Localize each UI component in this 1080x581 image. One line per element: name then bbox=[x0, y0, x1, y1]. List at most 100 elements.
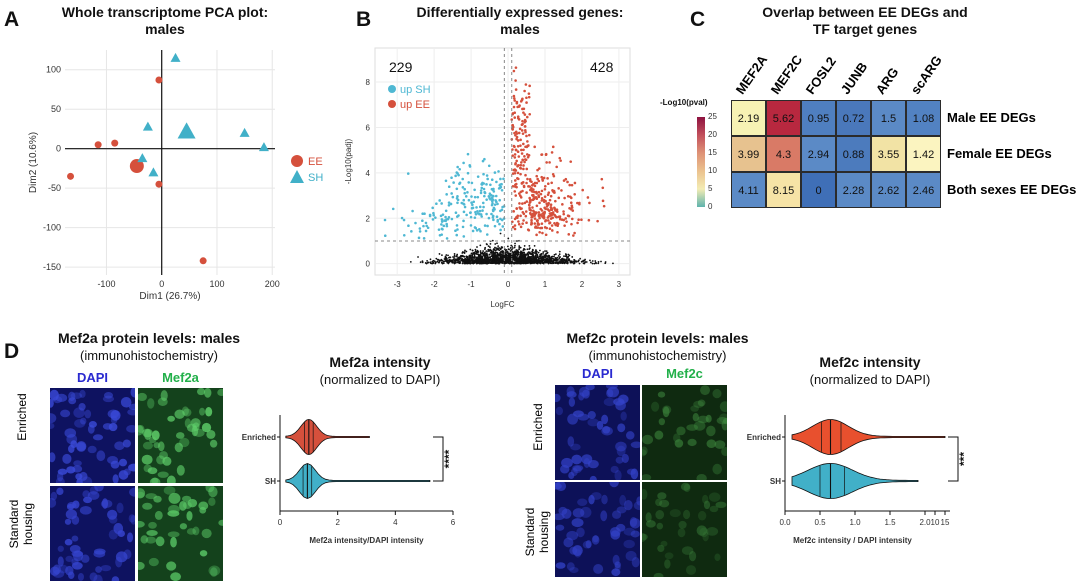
volcano-point-ns bbox=[537, 258, 540, 261]
volcano-point-ns bbox=[436, 258, 439, 261]
volcano-point-up-ee bbox=[528, 185, 531, 188]
volcano-point-up-ee bbox=[516, 139, 520, 142]
volcano-point-up-sh bbox=[472, 200, 476, 204]
volcano-point-up-ee bbox=[520, 207, 523, 210]
volcano-point-up-sh bbox=[500, 188, 504, 192]
volcano-point-ns bbox=[432, 262, 435, 264]
volcano-point-up-sh bbox=[449, 202, 453, 206]
volcano-point-up-sh bbox=[460, 201, 464, 205]
nucleus-blob bbox=[209, 439, 218, 448]
volcano-point-up-ee bbox=[513, 171, 517, 175]
nucleus-blob bbox=[166, 561, 177, 571]
volcano-point-ns bbox=[496, 253, 499, 256]
volcano-point-up-ee bbox=[529, 188, 532, 191]
nucleus-blob bbox=[555, 524, 565, 531]
dapi-enriched-image-right bbox=[555, 385, 640, 480]
volcano-point-up-sh bbox=[444, 179, 448, 183]
nucleus-blob bbox=[690, 405, 699, 412]
volcano-point-ns bbox=[540, 252, 543, 255]
volcano-point-ns bbox=[572, 262, 575, 265]
volcano-point-ns bbox=[464, 257, 467, 260]
nucleus-blob bbox=[578, 386, 590, 397]
volcano-point-up-sh bbox=[499, 183, 502, 186]
violin-x-tick-label: 10 bbox=[931, 518, 940, 527]
microscopy-texture bbox=[555, 482, 640, 577]
nucleus-blob bbox=[147, 398, 155, 409]
volcano-point-up-ee bbox=[521, 222, 524, 225]
volcano-point-up-sh bbox=[496, 220, 499, 223]
volcano-point-up-sh bbox=[498, 222, 501, 226]
pca-y-tick-label: -100 bbox=[43, 223, 61, 233]
volcano-point-ns bbox=[495, 247, 498, 250]
volcano-point-ns bbox=[516, 255, 519, 257]
nucleus-blob bbox=[712, 389, 722, 399]
volcano-point-ns bbox=[477, 259, 480, 261]
volcano-point-up-ee bbox=[557, 215, 561, 219]
volcano-point-up-ee bbox=[560, 189, 563, 192]
volcano-point-ns bbox=[453, 257, 456, 260]
volcano-point-ns bbox=[564, 259, 566, 262]
nucleus-blob bbox=[130, 388, 135, 398]
volcano-point-up-ee bbox=[570, 222, 573, 226]
volcano-point-up-sh bbox=[447, 185, 451, 188]
volcano-y-tick-label: 6 bbox=[366, 123, 371, 132]
volcano-point-ns bbox=[531, 248, 534, 251]
volcano-point-up-sh bbox=[466, 152, 470, 156]
nucleus-blob bbox=[217, 388, 223, 397]
volcano-point-up-ee bbox=[535, 219, 539, 222]
panel-b-title-line2: males bbox=[500, 21, 540, 37]
volcano-point-ns bbox=[495, 248, 498, 251]
volcano-point-ns bbox=[511, 254, 514, 257]
volcano-point-ns bbox=[461, 251, 464, 253]
volcano-point-up-sh bbox=[483, 157, 486, 161]
volcano-point-up-ee bbox=[519, 144, 522, 147]
microscopy-texture bbox=[642, 385, 727, 480]
mef2a-intensity-title: Mef2a intensity bbox=[329, 354, 431, 370]
heatmap-cell: 8.15 bbox=[766, 172, 801, 208]
volcano-point-ns bbox=[482, 259, 485, 262]
volcano-point-up-sh bbox=[425, 224, 428, 228]
volcano-point-up-ee bbox=[561, 203, 564, 206]
volcano-point-ns bbox=[421, 261, 424, 264]
volcano-point-ns bbox=[500, 253, 503, 256]
volcano-point-up-sh bbox=[456, 201, 459, 205]
nucleus-blob bbox=[601, 426, 613, 436]
mef2a-enriched-image bbox=[138, 388, 223, 483]
nucleus-blob bbox=[156, 455, 166, 465]
pca-y-tick-label: -50 bbox=[48, 183, 61, 193]
volcano-point-ns bbox=[472, 261, 475, 264]
volcano-point-up-ee bbox=[537, 211, 541, 214]
nucleus-blob bbox=[60, 409, 71, 418]
volcano-point-ns bbox=[578, 262, 581, 265]
volcano-point-up-ee bbox=[572, 234, 575, 237]
volcano-point-up-ee bbox=[527, 144, 530, 147]
volcano-point-up-ee bbox=[564, 177, 568, 181]
volcano-point-ns bbox=[520, 255, 523, 258]
volcano-point-ns bbox=[489, 246, 491, 249]
volcano-point-up-ee bbox=[513, 190, 517, 193]
volcano-x-tick-label: -1 bbox=[468, 280, 476, 289]
heatmap-colorbar-label: -Log10(pval) bbox=[660, 98, 708, 107]
volcano-point-up-ee bbox=[541, 178, 544, 181]
nucleus-blob bbox=[146, 529, 158, 537]
nucleus-blob bbox=[141, 454, 153, 465]
volcano-point-up-sh bbox=[445, 222, 448, 226]
volcano-point-up-sh bbox=[402, 218, 406, 222]
volcano-point-ns bbox=[531, 250, 534, 253]
volcano-point-ns bbox=[523, 245, 526, 247]
nucleus-blob bbox=[93, 550, 106, 558]
volcano-point-up-ee bbox=[540, 153, 543, 156]
volcano-point-ns bbox=[527, 251, 530, 254]
nucleus-blob bbox=[157, 441, 165, 452]
volcano-point-up-ee bbox=[543, 195, 547, 198]
volcano-point-up-ee bbox=[532, 188, 535, 191]
volcano-point-ns bbox=[488, 259, 491, 261]
volcano-point-ns bbox=[585, 261, 588, 263]
volcano-point-up-sh bbox=[501, 225, 505, 228]
violin-x-tick-label: 15 bbox=[941, 518, 950, 527]
volcano-point-ns bbox=[554, 257, 557, 260]
volcano-point-up-sh bbox=[445, 193, 448, 196]
nucleus-blob bbox=[96, 450, 106, 462]
volcano-point-up-ee bbox=[522, 148, 525, 152]
